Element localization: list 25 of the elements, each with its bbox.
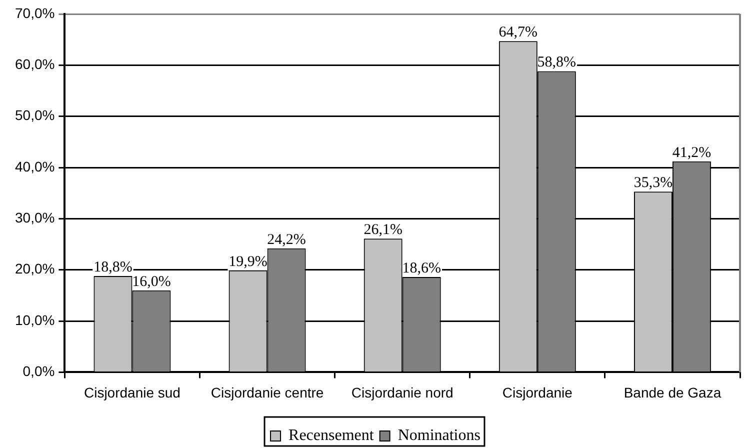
x-tick-label: Cisjordanie centre [210,384,324,400]
data-label: 16,0% [132,274,171,290]
data-label: 26,1% [364,222,402,238]
legend-label: Recensement [288,427,374,444]
data-label: 58,8% [537,54,576,71]
data-label: 35,3% [634,175,673,191]
y-tick-label: 30,0% [14,210,55,226]
data-label: 24,2% [267,232,306,248]
y-tick-label: 60,0% [14,56,55,72]
x-tick-label: Cisjordanie [502,384,573,400]
y-tick-label: 20,0% [14,260,55,277]
y-tick-label: 70,0% [14,4,55,21]
y-tick-label: 40,0% [14,158,55,174]
data-label: 64,7% [498,24,538,41]
x-tick-label: Bande de Gaza [624,384,722,400]
x-tick-label: Cisjordanie nord [351,384,454,400]
y-tick-label: 10,0% [14,312,55,328]
legend-label: Nominations [398,427,480,444]
data-label: 41,2% [672,144,712,161]
data-label: 18,6% [402,260,441,276]
data-label: 18,8% [94,259,132,276]
y-tick-label: 0,0% [22,363,55,380]
data-label: 19,9% [228,254,268,270]
y-tick-label: 50,0% [14,107,55,124]
x-tick-label: Cisjordanie sud [84,384,180,400]
